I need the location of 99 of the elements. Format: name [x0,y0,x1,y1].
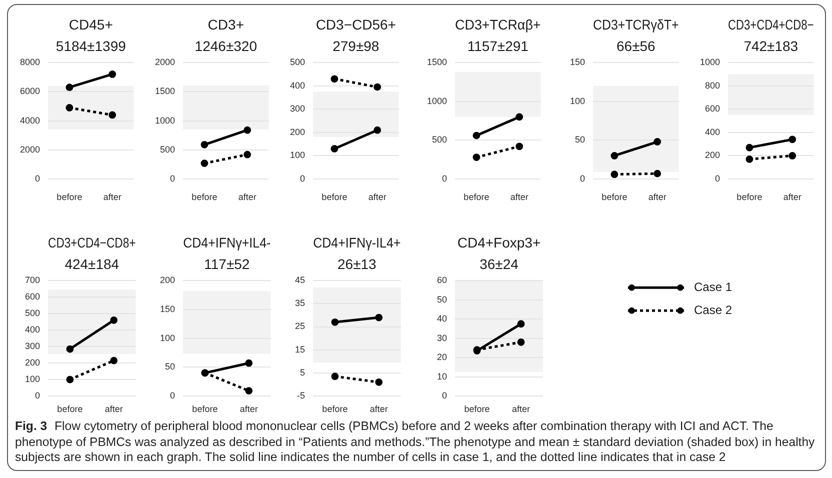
x-tick-label: before [602,192,628,202]
y-tick-label: 500 [432,134,447,145]
x-tick-label: after [648,192,666,202]
y-tick-label: 0 [300,173,305,184]
y-tick-label: 35 [294,298,305,308]
y-tick-label: 20 [436,352,447,362]
y-tick-label: 1000 [700,57,720,68]
legend-label: Case 2 [694,302,732,317]
y-tick-label: 10 [436,371,447,382]
x-tick-label: before [192,192,218,202]
y-tick-label: 4000 [20,115,40,126]
y-tick-label: 400 [24,324,40,335]
y-tick-label: 400 [290,80,305,90]
y-tick-label: 1500 [426,57,447,68]
y-tick-label: 500 [24,308,40,318]
y-tick-label: 1000 [154,115,175,126]
y-tick-label: -5 [296,390,305,400]
y-tick-label: 0 [442,173,447,184]
y-tick-label: 0 [170,173,175,184]
y-tick-label: 300 [290,104,305,114]
y-tick-label: 60 [436,275,447,286]
y-tick-label: 600 [24,292,40,302]
y-tick-label: 1500 [154,86,175,96]
chart-subtitle: 26±13 [337,256,377,272]
y-tick-label: 500 [160,144,175,154]
y-tick-label: 30 [436,332,447,343]
y-tick-label: 2000 [20,144,40,154]
y-tick-label: 700 [24,275,40,286]
y-tick-label: 5 [300,367,305,378]
chart-subtitle: 1157±291 [467,38,529,54]
y-tick-label: 100 [570,96,585,106]
y-tick-label: 0 [170,390,175,400]
chart-subtitle: 36±24 [480,256,519,272]
x-tick-label: before [322,192,348,202]
chart-subtitle: 279±98 [332,38,380,54]
x-tick-label: after [104,404,123,414]
x-tick-label: before [464,404,490,414]
x-tick-label: after [512,404,530,414]
x-tick-label: before [322,404,348,414]
chart-subtitle: 117±52 [204,256,250,272]
y-tick-label: 200 [290,126,305,137]
y-tick-label: 50 [574,134,585,145]
x-tick-label: before [192,404,218,414]
chart-title: CD3+CD4+CD8− [728,17,814,33]
x-tick-label: before [736,192,762,202]
y-tick-label: 100 [160,332,175,343]
y-tick-label: 50 [436,294,447,304]
chart-title: CD3+TCRγδT+ [593,16,680,32]
chart-title: CD3−CD56+ [316,16,396,32]
chart-title: CD3+TCRαβ+ [455,17,541,32]
x-tick-label: after [238,192,256,202]
y-tick-label: 1000 [426,96,447,106]
y-tick-label: 0 [34,173,40,184]
y-tick-label: 400 [704,126,720,137]
y-tick-label: 800 [704,80,720,90]
chart-title: CD3+ [208,16,244,32]
chart-title: CD4+IFNγ+IL4- [183,234,271,250]
caption: Fig. 3 [15,419,48,433]
chart-subtitle: 742±183 [744,38,798,54]
y-tick-label: 0 [442,390,447,400]
x-tick-label: after [510,192,528,202]
y-tick-label: 0 [34,390,40,400]
x-tick-label: after [368,192,386,202]
y-tick-label: 150 [570,57,585,68]
y-tick-label: 45 [294,275,305,286]
x-tick-label: before [57,404,83,414]
chart-subtitle: 424±184 [64,256,120,272]
y-tick-label: 2000 [154,57,175,68]
y-tick-label: 100 [290,150,305,160]
x-tick-label: after [240,404,258,414]
y-tick-label: 25 [294,321,305,332]
chart-title: CD45+ [68,16,113,32]
x-tick-label: after [103,192,122,202]
x-tick-label: before [464,192,490,202]
legend-label: Case 1 [694,280,732,294]
y-tick-label: 600 [704,104,720,114]
y-tick-label: 15 [294,344,305,354]
y-tick-label: 200 [160,275,175,286]
y-tick-label: 50 [164,362,175,372]
chart-subtitle: 1246±320 [194,38,258,54]
y-tick-label: 0 [580,173,585,184]
y-tick-label: 40 [436,314,447,324]
chart-subtitle: 5184±1399 [56,38,126,54]
chart-title: CD3+CD4−CD8+ [48,234,136,251]
chart-subtitle: 66±56 [616,38,656,54]
chart-title: CD4+Foxp3+ [457,234,541,250]
y-tick-label: 100 [24,374,40,384]
y-tick-label: 6000 [20,86,40,96]
y-tick-label: 200 [704,150,720,160]
y-tick-label: 300 [24,341,40,352]
x-tick-label: after [783,192,802,202]
y-tick-label: 8000 [20,57,40,68]
y-tick-label: 200 [24,358,40,368]
y-tick-label: 150 [160,304,175,314]
chart-title: CD4+IFNγ-IL4+ [313,234,401,250]
y-tick-label: 500 [290,57,305,68]
y-tick-label: 0 [714,173,720,184]
x-tick-label: after [370,404,388,414]
x-tick-label: before [56,192,82,202]
